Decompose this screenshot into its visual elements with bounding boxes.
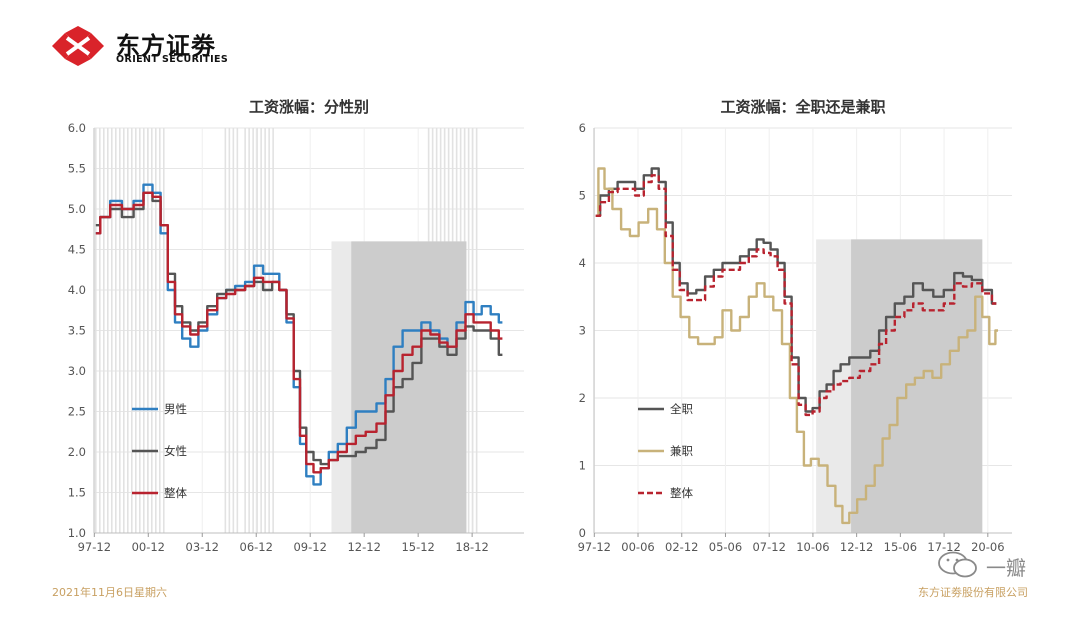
x-tick-label: 97-12	[78, 540, 111, 554]
series-line	[595, 167, 997, 413]
y-tick-label: 3.0	[68, 364, 86, 378]
x-tick-label: 15-12	[401, 540, 434, 554]
series-line	[595, 174, 997, 417]
footer-company: 东方证劵股份有限公司	[918, 586, 1028, 599]
shaded-region	[851, 239, 983, 533]
y-tick-label: 4	[579, 256, 586, 270]
y-tick-label: 6.0	[68, 121, 86, 135]
x-tick-label: 05-06	[709, 540, 742, 554]
y-tick-label: 6	[579, 121, 586, 135]
brand-header: 东方证劵 ORIENT SECURITIES	[52, 24, 272, 68]
y-tick-label: 5.5	[68, 162, 86, 176]
x-tick-label: 00-12	[132, 540, 165, 554]
watermark-text: 一瓣	[986, 556, 1026, 580]
x-tick-label: 12-12	[840, 540, 873, 554]
watermark: 一瓣	[936, 548, 1046, 584]
y-tick-label: 3	[579, 324, 586, 338]
x-tick-label: 20-06	[971, 540, 1004, 554]
y-tick-label: 1.0	[68, 526, 86, 540]
x-tick-label: 06-12	[240, 540, 273, 554]
y-tick-label: 0	[579, 526, 586, 540]
legend-label: 整体	[164, 486, 187, 500]
brand-name-en: ORIENT SECURITIES	[116, 54, 229, 65]
x-tick-label: 02-12	[665, 540, 698, 554]
legend-label: 女性	[164, 444, 187, 458]
y-tick-label: 5.0	[68, 202, 86, 216]
x-tick-label: 97-12	[578, 540, 611, 554]
x-tick-label: 03-12	[186, 540, 219, 554]
orient-securities-logo-icon	[52, 26, 104, 66]
y-tick-label: 2.5	[68, 405, 86, 419]
legend-label: 男性	[164, 402, 187, 416]
y-tick-label: 1.5	[68, 486, 86, 500]
y-tick-label: 3.5	[68, 324, 86, 338]
y-tick-label: 4.0	[68, 283, 86, 297]
x-tick-label: 10-06	[796, 540, 829, 554]
x-tick-label: 15-06	[884, 540, 917, 554]
series-line	[595, 167, 998, 525]
chart-wage-growth-fulltime-parttime: 工资涨幅：全职还是兼职 0 1 2 3 4 5 6 97-12 00-06 02-12 05-06 07…	[578, 98, 1012, 554]
chart-wage-growth-by-gender: 工资涨幅：分性别 1.0 1.5 2.0 2.5 3.0 3.5 4.0 4.5 5.0 5.5 6.…	[68, 98, 524, 554]
y-tick-label: 2.0	[68, 445, 86, 459]
footer-date: 2021年11月6日星期六	[52, 586, 167, 599]
legend-label: 全职	[670, 402, 693, 416]
series-line	[95, 191, 503, 474]
x-tick-label: 00-06	[621, 540, 654, 554]
chart-title: 工资涨幅：全职还是兼职	[720, 98, 885, 116]
x-tick-label: 09-12	[293, 540, 326, 554]
brand-name-cn: 东方证劵	[116, 32, 216, 60]
hatched-region	[224, 128, 239, 533]
wechat-icon	[938, 551, 977, 578]
legend-label: 兼职	[670, 444, 693, 458]
x-tick-label: 12-12	[347, 540, 380, 554]
chart-title: 工资涨幅：分性别	[249, 98, 369, 116]
x-tick-label: 18-12	[455, 540, 488, 554]
hatched-region	[244, 128, 274, 533]
x-tick-label: 17-12	[927, 540, 960, 554]
hatched-region	[94, 128, 165, 533]
y-tick-label: 4.5	[68, 243, 86, 257]
legend-label: 整体	[670, 486, 693, 500]
y-tick-label: 2	[579, 391, 586, 405]
x-tick-label: 07-12	[752, 540, 785, 554]
shaded-region	[351, 241, 467, 533]
y-tick-label: 1	[579, 459, 586, 473]
y-tick-label: 5	[579, 189, 586, 203]
